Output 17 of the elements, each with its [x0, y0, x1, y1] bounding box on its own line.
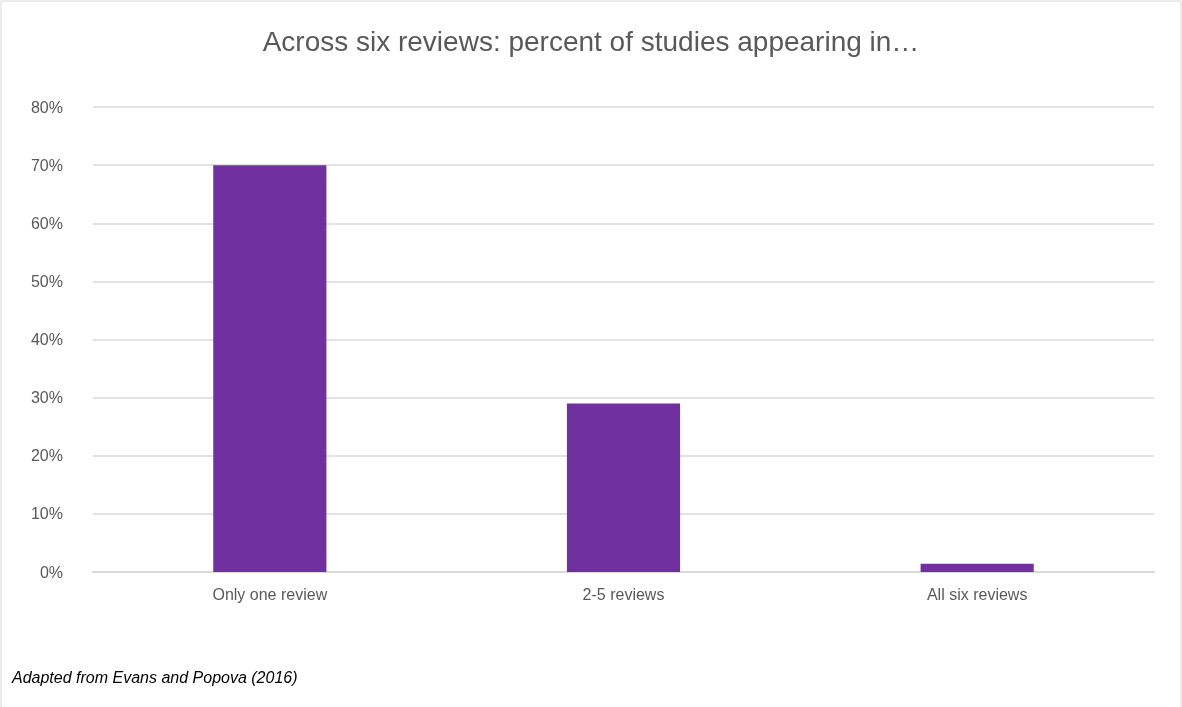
text: Adapted from Evans and Popova (2016) [11, 668, 298, 686]
bar [920, 563, 1034, 572]
y-tick-label: 50% [30, 272, 63, 290]
chart-title: Across six reviews: percent of studies appearing in… [262, 25, 920, 57]
x-tick-label: All six reviews [926, 585, 1028, 603]
y-tick-label: 80% [30, 98, 63, 116]
y-tick-label: 60% [30, 214, 63, 232]
y-tick-label: 20% [30, 447, 63, 465]
y-tick-label: 30% [30, 389, 63, 407]
x-tick-label: Only one review [212, 585, 328, 603]
y-tick-label: 10% [30, 505, 63, 523]
y-tick-label: 40% [30, 331, 63, 348]
y-tick-label: 0% [39, 563, 63, 581]
x-tick-label: 2-5 reviews [582, 585, 665, 603]
bar [566, 403, 681, 572]
y-tick-label: 70% [30, 156, 63, 174]
bar [213, 165, 327, 572]
